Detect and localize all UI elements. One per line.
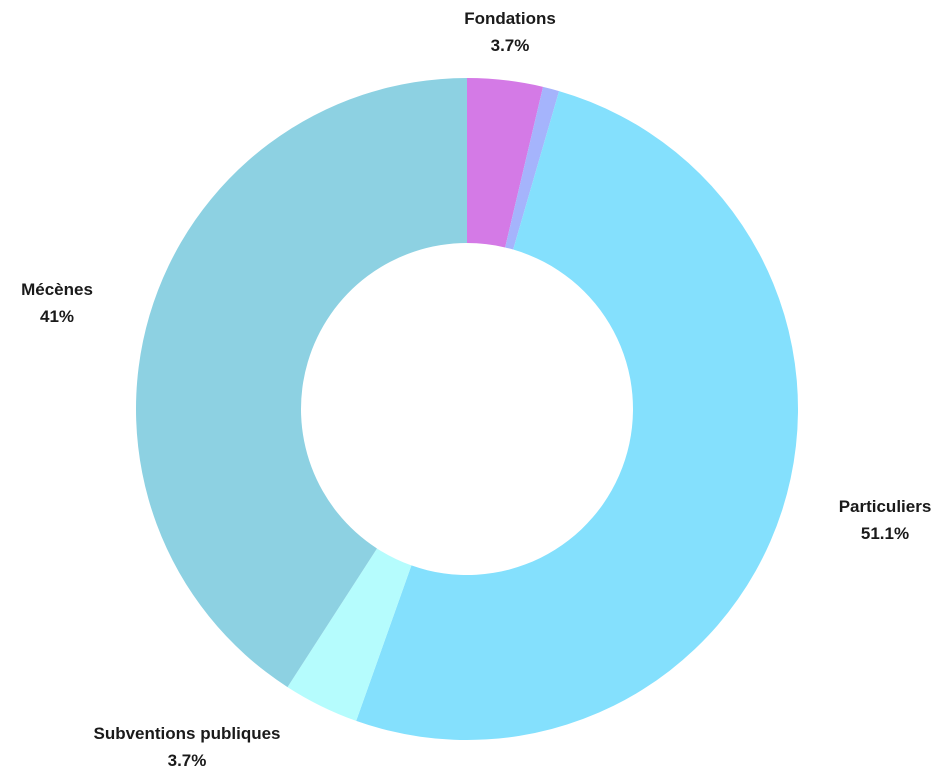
slice-label-mecenes: Mécènes 41% bbox=[21, 280, 93, 326]
slice-name-particuliers: Particuliers bbox=[839, 497, 932, 516]
slice-particuliers bbox=[356, 91, 798, 740]
slice-subventions-publiques bbox=[287, 548, 412, 721]
slice-value-subventions-publiques: 3.7% bbox=[168, 751, 207, 770]
slice-unlabeled bbox=[505, 86, 560, 250]
slice-name-mecenes: Mécènes bbox=[21, 280, 93, 299]
slice-label-subventions-publiques: Subventions publiques 3.7% bbox=[93, 724, 280, 770]
slice-label-fondations: Fondations 3.7% bbox=[464, 9, 556, 55]
slice-value-particuliers: 51.1% bbox=[861, 524, 909, 543]
slice-label-particuliers: Particuliers 51.1% bbox=[839, 497, 932, 543]
slice-labels: Fondations 3.7% Particuliers 51.1% Subventio… bbox=[21, 9, 931, 770]
slice-value-mecenes: 41% bbox=[40, 307, 74, 326]
donut-slices bbox=[136, 78, 798, 740]
slice-name-fondations: Fondations bbox=[464, 9, 556, 28]
slice-value-fondations: 3.7% bbox=[491, 36, 530, 55]
slice-mecenes bbox=[136, 78, 468, 688]
slice-fondations bbox=[467, 78, 544, 248]
slice-name-subventions-publiques: Subventions publiques bbox=[93, 724, 280, 743]
